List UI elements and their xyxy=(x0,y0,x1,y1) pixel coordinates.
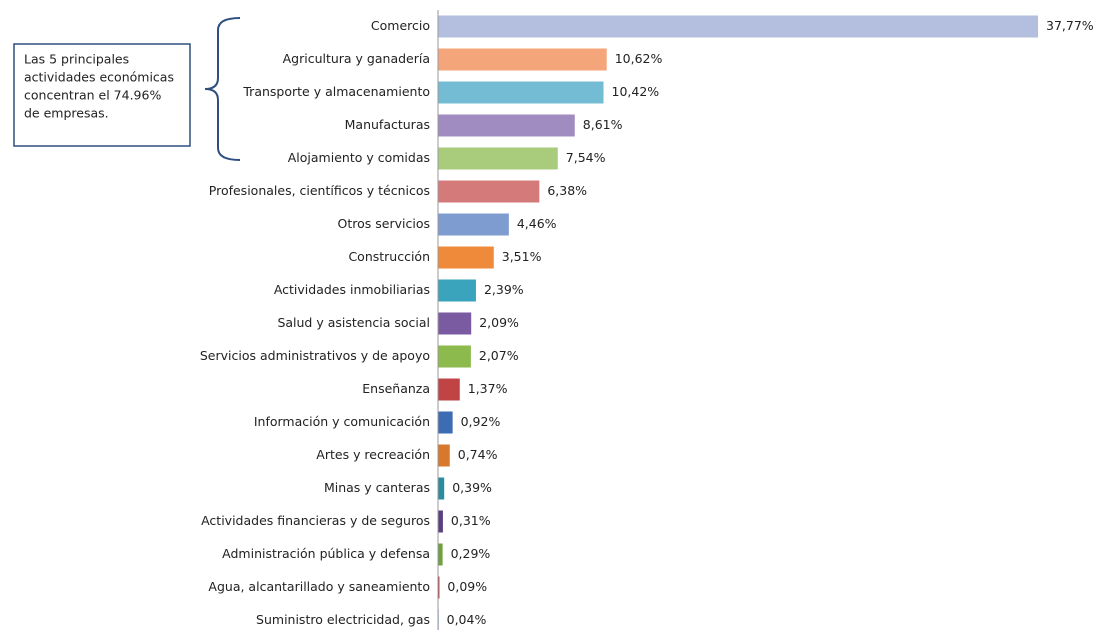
annotation-text: actividades económicas xyxy=(24,70,174,85)
y-tick-label: Actividades financieras y de seguros xyxy=(201,513,430,528)
bar xyxy=(438,114,575,137)
value-label: 6,38% xyxy=(547,183,587,198)
y-tick-label: Información y comunicación xyxy=(254,414,430,429)
bar xyxy=(438,543,443,566)
y-tick-label: Salud y asistencia social xyxy=(277,315,430,330)
bar xyxy=(438,411,453,434)
bar xyxy=(438,15,1038,38)
value-label: 2,07% xyxy=(479,348,519,363)
value-label: 0,29% xyxy=(451,546,491,561)
y-tick-label: Artes y recreación xyxy=(316,447,430,462)
value-label: 0,09% xyxy=(447,579,487,594)
bar xyxy=(438,510,443,533)
value-label: 8,61% xyxy=(583,117,623,132)
value-label: 2,39% xyxy=(484,282,524,297)
y-tick-label: Alojamiento y comidas xyxy=(288,150,430,165)
y-tick-label: Otros servicios xyxy=(338,216,430,231)
annotation-text: Las 5 principales xyxy=(24,52,129,67)
bar xyxy=(438,246,494,269)
value-label: 10,62% xyxy=(615,51,663,66)
bar xyxy=(438,345,471,368)
y-tick-label: Profesionales, científicos y técnicos xyxy=(209,183,430,198)
y-tick-label: Minas y canteras xyxy=(324,480,430,495)
y-tick-label: Agricultura y ganadería xyxy=(283,51,430,66)
bar xyxy=(438,279,476,302)
value-label: 0,04% xyxy=(447,612,487,627)
y-tick-label: Construcción xyxy=(348,249,430,264)
value-label: 2,09% xyxy=(479,315,519,330)
bar xyxy=(438,48,607,71)
y-tick-label: Administración pública y defensa xyxy=(222,546,430,561)
brace xyxy=(204,17,241,161)
y-tick-label: Actividades inmobiliarias xyxy=(274,282,430,297)
y-tick-label: Agua, alcantarillado y saneamiento xyxy=(208,579,430,594)
bar xyxy=(438,147,558,170)
y-tick-label: Comercio xyxy=(371,18,430,33)
bar xyxy=(438,576,440,599)
bar xyxy=(438,81,604,104)
bar xyxy=(438,312,472,335)
value-label: 0,74% xyxy=(458,447,498,462)
annotation-text: concentran el 74.96% xyxy=(24,88,161,103)
value-label: 4,46% xyxy=(517,216,557,231)
value-label: 1,37% xyxy=(468,381,508,396)
y-tick-label: Servicios administrativos y de apoyo xyxy=(200,348,430,363)
value-label: 10,42% xyxy=(612,84,660,99)
y-tick-label: Transporte y almacenamiento xyxy=(242,84,430,99)
value-label: 0,39% xyxy=(452,480,492,495)
value-label: 7,54% xyxy=(566,150,606,165)
annotation-box xyxy=(13,43,191,147)
y-tick-label: Manufacturas xyxy=(345,117,430,132)
y-tick-label: Enseñanza xyxy=(362,381,430,396)
value-label: 0,92% xyxy=(461,414,501,429)
bar xyxy=(438,477,445,500)
value-label: 0,31% xyxy=(451,513,491,528)
bar xyxy=(438,444,450,467)
value-label: 3,51% xyxy=(502,249,542,264)
bar xyxy=(438,213,509,236)
annotation-text: de empresas. xyxy=(24,106,109,121)
value-label: 37,77% xyxy=(1046,18,1094,33)
y-tick-label: Suministro electricidad, gas xyxy=(256,612,430,627)
bar xyxy=(438,378,460,401)
bar xyxy=(438,180,540,203)
